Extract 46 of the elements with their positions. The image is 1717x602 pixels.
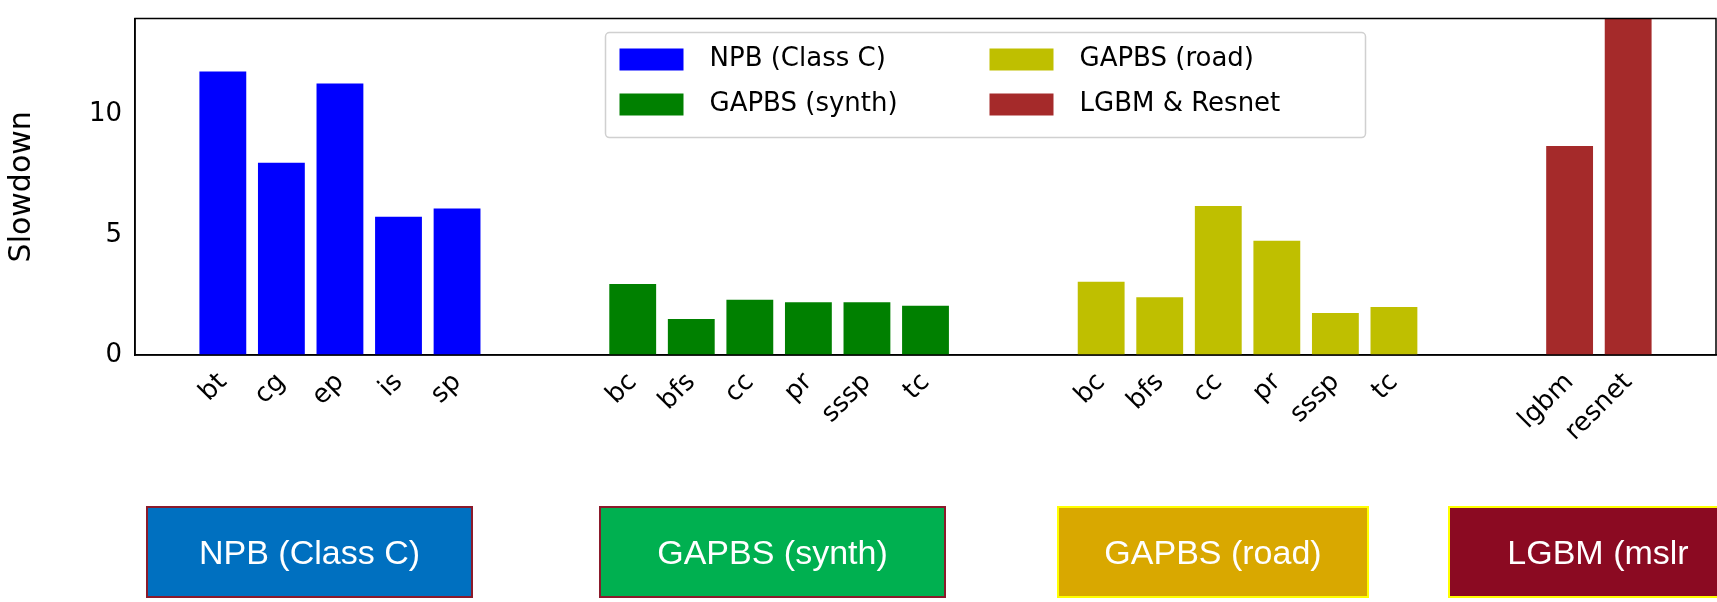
bar <box>1077 281 1125 355</box>
y-axis-title: Slowdown <box>1 111 37 263</box>
legend-label: NPB (Class C) <box>709 42 886 73</box>
bar <box>726 299 774 355</box>
x-tick-label: pr <box>776 365 818 407</box>
text: GAPBS (road) <box>1057 506 1369 598</box>
x-tick-label: sp <box>423 365 467 409</box>
x-tick-label: tc <box>895 365 935 405</box>
bar <box>1194 206 1242 355</box>
bar <box>375 216 422 355</box>
bar <box>667 318 715 355</box>
x-tick-label: bfs <box>1119 365 1169 415</box>
bar <box>433 208 481 355</box>
y-tick-label: 0 <box>105 337 122 368</box>
bar <box>609 284 657 355</box>
bar <box>1546 145 1594 355</box>
legend-label: GAPBS (road) <box>1079 42 1255 73</box>
x-tick-label: bc <box>1067 365 1111 409</box>
bar <box>1370 306 1418 355</box>
bar <box>199 71 247 355</box>
bar <box>316 83 364 355</box>
x-tick-label: cc <box>717 365 759 408</box>
x-tick-label: cc <box>1185 365 1228 408</box>
x-tick-label: bt <box>191 365 232 406</box>
legend-label: LGBM & Resnet <box>1079 87 1281 118</box>
x-tick-label: pr <box>1245 365 1287 407</box>
bar <box>1311 312 1359 355</box>
bar <box>1253 240 1301 355</box>
legend-label: GAPBS (synth) <box>709 87 898 118</box>
y-tick-label: 5 <box>105 217 122 248</box>
bar <box>257 162 305 355</box>
text: LGBM (mslr <box>1448 506 1717 598</box>
bar <box>1604 18 1652 355</box>
bar <box>1136 297 1184 355</box>
x-tick-label: ep <box>304 365 349 411</box>
x-tick-label: cg <box>247 365 291 409</box>
x-tick-label: bc <box>598 365 642 409</box>
x-tick-label: tc <box>1364 365 1403 405</box>
y-tick-label: 10 <box>88 97 122 128</box>
bar <box>784 302 832 355</box>
bar <box>902 305 949 355</box>
text: GAPBS (synth) <box>599 506 946 598</box>
x-tick-label: bfs <box>651 365 701 415</box>
text: NPB (Class C) <box>146 506 473 598</box>
x-tick-label: is <box>371 365 408 402</box>
bar <box>843 302 891 355</box>
